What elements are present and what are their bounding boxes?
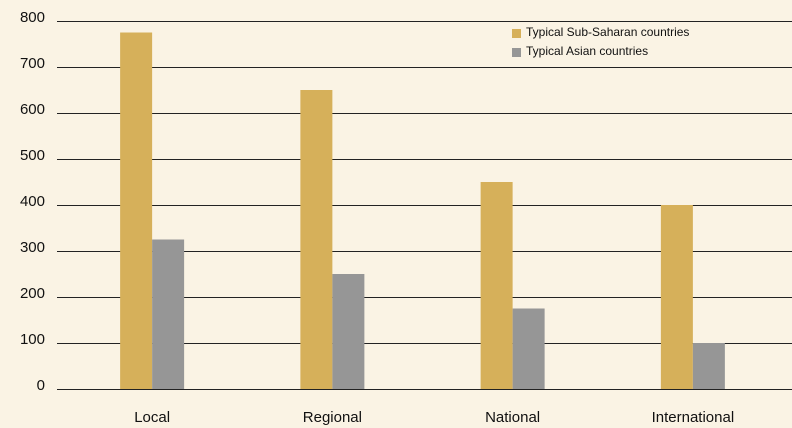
y-tick-label: 300 [20, 239, 45, 256]
bar [332, 274, 365, 389]
y-tick-label: 100 [20, 331, 45, 348]
y-tick-label: 400 [20, 193, 45, 210]
y-tick-label: 200 [20, 285, 45, 302]
legend-label: Typical Sub-Saharan countries [526, 25, 689, 39]
bar [300, 90, 333, 389]
legend-swatch [512, 29, 521, 38]
x-tick-label: Local [134, 409, 170, 426]
bar [512, 308, 545, 389]
bar [660, 205, 693, 389]
y-tick-label: 600 [20, 101, 45, 118]
bar [692, 343, 725, 389]
y-tick-label: 700 [20, 55, 45, 72]
bar [480, 182, 513, 389]
bar [120, 32, 153, 389]
y-tick-label: 800 [20, 9, 45, 26]
legend-swatch [512, 48, 521, 57]
legend: Typical Sub-Saharan countries Typical Asi… [512, 25, 689, 58]
x-tick-label: National [485, 409, 540, 426]
y-tick-label: 0 [37, 377, 45, 394]
x-tick-label: International [652, 409, 735, 426]
bar [152, 239, 185, 389]
x-tick-label: Regional [303, 409, 362, 426]
legend-label: Typical Asian countries [526, 44, 648, 58]
y-tick-label: 500 [20, 147, 45, 164]
